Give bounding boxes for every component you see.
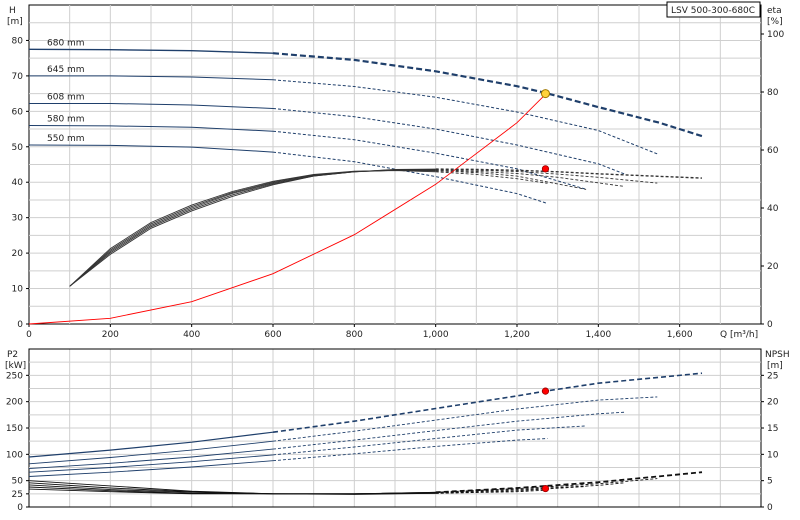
- eta-axis-tick-label: 100: [767, 30, 784, 40]
- head-curve-label: 680 mm: [47, 38, 85, 48]
- power-curve-extension: [272, 411, 625, 450]
- power-curve-extension: [272, 372, 703, 433]
- h-axis-tick-label: 20: [12, 249, 24, 259]
- p2-axis-tick-label: 250: [6, 371, 23, 381]
- efficiency-point: [541, 165, 550, 173]
- q-axis-tick-label: 200: [102, 330, 119, 340]
- npsh-axis-unit: [m]: [767, 361, 783, 371]
- efficiency-curve-extension: [435, 171, 548, 184]
- h-axis-tick-label: 0: [17, 320, 23, 330]
- eta-axis-tick-label: 80: [767, 88, 779, 98]
- npsh-curve-extension: [435, 471, 703, 494]
- power-curve: [28, 454, 274, 473]
- q-axis-tick-label: 1,200: [504, 330, 530, 340]
- q-axis-tick-label: 1,600: [667, 330, 693, 340]
- efficiency-curve: [69, 170, 436, 287]
- npsh-curve: [28, 488, 436, 495]
- p2-axis-tick-label: 25: [12, 490, 23, 500]
- h-axis-tick-label: 30: [12, 214, 24, 224]
- q-axis-tick-label: 1,400: [585, 330, 611, 340]
- head-curve-extension-580-mm: [272, 130, 587, 190]
- h-axis-tick-label: 50: [12, 143, 24, 153]
- head-curve-645-mm: [29, 75, 274, 81]
- npsh-axis-label: NPSH: [765, 350, 790, 360]
- p2-axis-tick-label: 150: [6, 424, 23, 434]
- power-curve: [28, 431, 274, 458]
- h-axis-tick-label: 40: [12, 178, 24, 188]
- q-axis-label: Q [m³/h]: [720, 330, 758, 340]
- head-curve-550-mm: [28, 144, 274, 153]
- npsh-axis-tick-label: 25: [767, 371, 778, 381]
- power-curve: [28, 460, 274, 477]
- q-axis-tick-label: 400: [183, 330, 200, 340]
- q-axis-tick-label: 0: [26, 330, 32, 340]
- model-label: LSV 500-300-680C: [671, 6, 755, 16]
- head-curve-extension-645-mm: [272, 79, 658, 155]
- eta-axis-tick-label: 20: [767, 262, 779, 272]
- eta-axis-tick-label: 60: [767, 146, 779, 156]
- npsh-axis-tick-label: 15: [767, 424, 778, 434]
- p2-axis-label: P2: [7, 350, 18, 360]
- h-axis-tick-label: 80: [12, 36, 24, 46]
- eta-axis-unit: [%]: [767, 17, 783, 27]
- p2-axis-unit: [kW]: [5, 361, 26, 371]
- power-curve: [28, 440, 274, 465]
- head-curve-extension-680-mm: [272, 52, 703, 138]
- q-axis-tick-label: 600: [264, 330, 281, 340]
- power-curve-extension: [272, 438, 548, 462]
- p2-axis-tick-label: 100: [6, 450, 23, 460]
- npsh-curve-extension: [435, 478, 658, 493]
- head-curve-580-mm: [28, 125, 274, 132]
- h-axis-tick-label: 60: [12, 107, 24, 117]
- eta-axis-tick-label: 0: [767, 320, 773, 330]
- q-axis-tick-label: 800: [346, 330, 363, 340]
- power-curve-extension: [272, 396, 658, 442]
- npsh-curve-extension: [435, 489, 548, 494]
- eta-axis-tick-label: 40: [767, 204, 779, 214]
- duty-point: [540, 89, 550, 99]
- h-axis-tick-label: 70: [12, 72, 24, 82]
- efficiency-curve-extension: [435, 168, 703, 179]
- model-label-box: [666, 1, 761, 18]
- p2-axis-tick-label: 50: [12, 477, 24, 487]
- npsh-axis-tick-label: 20: [767, 398, 779, 408]
- npsh-axis-tick-label: 5: [767, 477, 773, 487]
- head-curve-label: 645 mm: [47, 65, 85, 75]
- p2-axis-tick-label: 200: [6, 398, 23, 408]
- head-curve-label: 550 mm: [47, 134, 85, 144]
- power-curve-extension: [272, 425, 587, 456]
- npsh-axis-tick-label: 0: [767, 503, 773, 513]
- efficiency-curve-extension: [435, 169, 625, 187]
- head-curve-608-mm: [29, 103, 274, 109]
- eta-axis-label: eta: [767, 6, 782, 16]
- p2-axis-tick-label: 0: [17, 503, 23, 513]
- head-curve-extension-608-mm: [272, 108, 625, 175]
- h-axis-tick-label: 10: [12, 285, 24, 295]
- q-axis-tick-label: 1,000: [423, 330, 449, 340]
- system-curve: [28, 93, 546, 325]
- power-point: [541, 387, 550, 395]
- head-curve-680-mm: [28, 48, 274, 54]
- head-curve-label: 580 mm: [47, 115, 85, 125]
- h-axis-label: H: [9, 6, 16, 16]
- efficiency-curve-extension: [435, 169, 658, 184]
- npsh-point: [541, 484, 550, 493]
- head-curve-label: 608 mm: [47, 93, 85, 103]
- h-axis-unit: [m]: [7, 17, 23, 27]
- power-curve: [28, 448, 274, 470]
- efficiency-curve-extension: [435, 170, 587, 190]
- npsh-axis-tick-label: 10: [767, 450, 779, 460]
- npsh-curve-extension: [435, 482, 625, 494]
